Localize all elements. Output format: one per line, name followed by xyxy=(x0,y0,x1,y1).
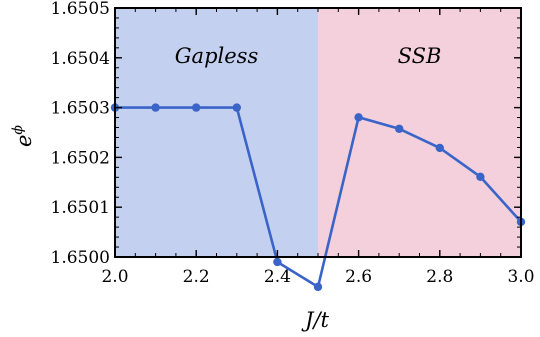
region-ssb xyxy=(318,8,521,257)
x-tick-label: 2.0 xyxy=(101,267,128,287)
y-tick-label: 1.6505 xyxy=(51,0,110,19)
data-point xyxy=(232,103,241,112)
y-tick-label: 1.6503 xyxy=(51,99,110,119)
x-tick-label: 2.6 xyxy=(345,267,372,287)
svg-text:eϕ: eϕ xyxy=(10,125,36,147)
phase-regions xyxy=(115,8,521,257)
y-tick-label: 1.6500 xyxy=(51,248,110,268)
data-point xyxy=(354,113,363,122)
data-series xyxy=(110,103,526,292)
y-axis-label: eϕ xyxy=(10,125,36,147)
y-tick-label: 1.6501 xyxy=(51,198,110,218)
x-tick-label: 2.4 xyxy=(264,267,291,287)
data-point xyxy=(435,143,444,153)
y-axis-label-base: e xyxy=(12,135,36,147)
phase-region-labels: Gapless SSB xyxy=(175,44,442,68)
x-axis-label: J/t xyxy=(301,308,329,332)
y-tick-label: 1.6502 xyxy=(51,148,110,168)
y-tick-label: 1.6504 xyxy=(51,49,110,69)
region-gapless xyxy=(115,8,318,257)
x-tick-label: 3.0 xyxy=(507,267,534,287)
region-label-ssb: SSB xyxy=(398,44,442,68)
x-tick-label: 2.8 xyxy=(426,267,453,287)
y-axis-ticks: 1.6500 1.6501 1.6502 1.6503 1.6504 1.6505 xyxy=(51,0,521,268)
region-label-gapless: Gapless xyxy=(175,44,259,68)
x-tick-label: 2.2 xyxy=(183,267,210,287)
data-point xyxy=(313,282,323,292)
data-point xyxy=(395,124,404,133)
data-point xyxy=(151,103,160,112)
data-point xyxy=(476,172,485,182)
data-point xyxy=(192,103,201,112)
y-axis-label-superscript: ϕ xyxy=(10,125,26,135)
x-axis-ticks: 2.0 2.2 2.4 2.6 2.8 3.0 xyxy=(101,8,535,287)
data-point xyxy=(273,257,282,267)
